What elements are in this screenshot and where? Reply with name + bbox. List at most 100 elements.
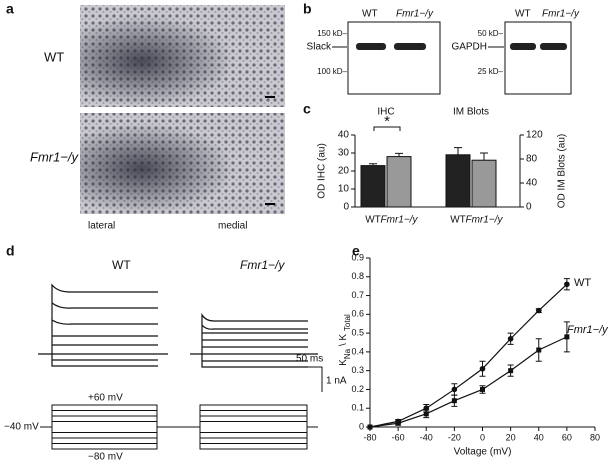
point <box>423 411 429 417</box>
lane-label: WT <box>515 9 531 20</box>
x-tick-label: -20 <box>448 432 461 442</box>
blot-frame <box>347 21 441 95</box>
y-axis-label: OD IHC (au) <box>317 143 328 199</box>
protocol <box>40 404 318 450</box>
point <box>395 420 401 426</box>
panel-label: c <box>303 101 311 117</box>
y-tick-label: 0.6 <box>351 309 364 319</box>
voltage-label: −40 mV <box>4 422 39 433</box>
y2-tick-label: 40 <box>526 178 538 189</box>
x-tick-label: 40 <box>534 432 544 442</box>
error-bar <box>454 147 462 155</box>
voltage-label: −80 mV <box>88 452 123 460</box>
bar <box>386 156 412 208</box>
point <box>564 281 570 288</box>
x-tick-label: 0 <box>480 432 485 442</box>
y2-tick-label: 120 <box>526 130 543 141</box>
scale-label: 1 nA <box>326 376 347 387</box>
point <box>508 368 514 374</box>
group-label: IHC <box>377 107 394 118</box>
line <box>369 336 568 428</box>
y-label-part: Total <box>343 314 352 331</box>
y-label-part: Na <box>343 348 352 359</box>
point <box>479 365 486 372</box>
scale-bar <box>295 366 323 392</box>
lane-label: WT <box>362 9 378 20</box>
lane-label: Fmr1−/y <box>396 9 434 20</box>
panel-label: d <box>6 243 15 259</box>
line <box>369 283 568 428</box>
y-tick-label: 0 <box>359 421 364 431</box>
trace-label: Fmr1−/y <box>240 258 285 272</box>
x-tick-label: -60 <box>392 432 405 442</box>
y-tick-label: 0.8 <box>351 271 364 281</box>
trace-label: WT <box>112 258 131 272</box>
lane-label: Fmr1−/y <box>542 9 580 20</box>
y2-tick-label: 0 <box>526 202 532 213</box>
panel-label: e <box>352 243 360 259</box>
row-label: WT <box>44 49 64 64</box>
traces <box>38 283 318 368</box>
error-bar <box>369 163 377 166</box>
y-tick-label: 0 <box>343 202 349 213</box>
error-bar <box>480 152 488 161</box>
y-tick-label: 40 <box>338 130 350 141</box>
micrograph-cells <box>80 5 285 107</box>
point <box>367 424 373 430</box>
band <box>394 43 426 50</box>
point <box>535 307 542 314</box>
x-tick-label: WT <box>450 215 466 226</box>
x-tick-label: 80 <box>590 432 600 442</box>
blot-label: GAPDH <box>451 42 487 53</box>
blot-frame <box>504 21 572 95</box>
bar <box>360 165 386 208</box>
axis-label: medial <box>218 221 247 232</box>
x-tick-label: -40 <box>420 432 433 442</box>
y-tick-label: 20 <box>338 166 350 177</box>
axis-label: lateral <box>88 221 115 232</box>
marker: 150 kD– <box>317 29 347 38</box>
y-axis-label: KNa \ K Total <box>338 314 352 366</box>
significance-bracket <box>373 126 401 131</box>
y-tick-label: 0.7 <box>351 290 364 300</box>
marker: 100 kD– <box>317 67 347 76</box>
y-tick-label: 10 <box>338 184 350 195</box>
bar <box>445 154 471 208</box>
x-tick-label: WT <box>365 215 381 226</box>
point <box>564 334 570 340</box>
point <box>480 386 485 392</box>
x-tick-label: Fmr1−/y <box>381 215 419 226</box>
y-tick-label: 0.2 <box>351 384 364 394</box>
row-label: Fmr1−/y <box>30 149 80 164</box>
y-tick-label: 0.1 <box>351 403 364 413</box>
group-label: IM Blots <box>453 107 489 118</box>
marker: 50 kD– <box>478 29 504 38</box>
band <box>510 43 536 50</box>
x-tick-label: Fmr1−/y <box>466 215 504 226</box>
axis <box>369 258 595 428</box>
y2-axis-label: OD IM Blots (au) <box>557 134 568 208</box>
bar <box>471 159 497 208</box>
y-tick-label: 0.9 <box>351 252 364 262</box>
point <box>507 335 514 342</box>
y-label-part: K <box>338 359 349 366</box>
scale-label: 50 ms <box>296 354 323 365</box>
point <box>451 398 457 404</box>
error-bar <box>395 152 403 157</box>
series-label: WT <box>574 277 591 289</box>
y-label-part: \ K <box>338 331 349 349</box>
y-tick-label: 0.4 <box>351 346 364 356</box>
x-axis-label: Voltage (mV) <box>454 447 512 458</box>
series-label: Fmr1−/y <box>567 324 609 336</box>
blot-label: Slack <box>307 42 332 53</box>
x-tick-label: -80 <box>363 432 376 442</box>
voltage-label: +60 mV <box>88 393 123 404</box>
micrograph-cells <box>80 113 285 214</box>
x-tick-label: 20 <box>506 432 516 442</box>
x-tick-label: 60 <box>562 432 572 442</box>
band <box>540 43 567 50</box>
y-tick-label: 30 <box>338 148 350 159</box>
y2-tick-label: 80 <box>526 154 538 165</box>
band <box>356 43 386 50</box>
